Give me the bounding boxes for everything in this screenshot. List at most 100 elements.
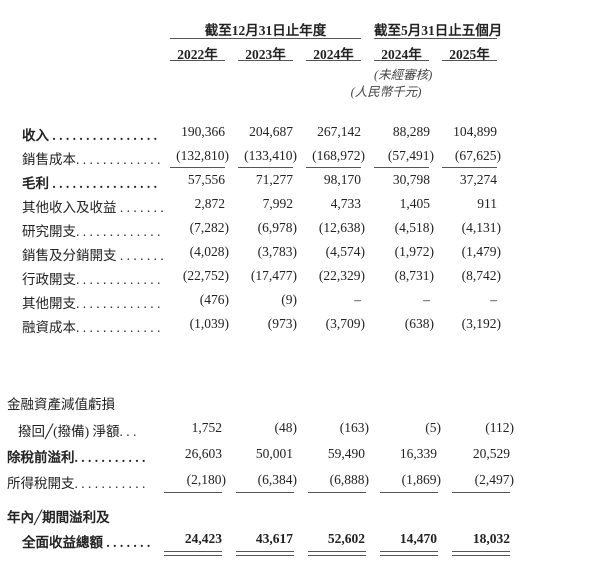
unaudited-note: (未經審核) [374,68,433,82]
cell-value: (8,742) [461,268,501,283]
cell-value: (6,888) [329,472,369,487]
year-header: 2022年 [177,47,218,62]
subtotal-line [308,492,366,493]
cell-value: (1,869) [401,472,441,487]
cell-value: 204,687 [249,124,293,139]
cell-value: (22,752) [182,268,229,283]
cell-value: 267,142 [317,124,361,139]
cell-value: (7,282) [189,220,229,235]
cell-value: 37,274 [459,172,497,187]
row-label: 融資成本. . . . . . . . . . . . . [22,320,161,335]
cell-value: (973) [267,316,297,331]
row-label: 撥回╱(撥備) 淨額. . . [18,424,137,439]
cell-value: (1,039) [189,316,229,331]
subtotal-line [452,492,510,493]
subtotal-line [238,167,293,168]
cell-value: 18,032 [472,531,510,546]
cell-value: 57,556 [187,172,225,187]
subtotal-line [374,167,429,168]
group-title-year-ended: 截至12月31日止年度 [204,23,327,38]
cell-value: (638) [404,316,434,331]
cell-value: 14,470 [399,531,437,546]
divider [170,60,225,61]
cell-value: (48) [274,420,298,435]
currency-note: (人民幣千元) [350,85,422,99]
total-double-line [308,555,366,556]
row-label: 研究開支. . . . . . . . . . . . . [22,224,161,239]
subtotal-line [306,167,361,168]
subtotal-line [442,167,497,168]
total-double-line [236,551,294,552]
cell-value: (168,972) [312,148,365,163]
cell-value: 911 [477,196,497,211]
cell-value: 190,366 [181,124,225,139]
cell-value: (57,491) [387,148,434,163]
cell-value: (4,574) [325,244,365,259]
subtotal-line [164,492,222,493]
cell-value: 52,602 [327,531,365,546]
year-header: 2024年 [381,47,422,62]
total-double-line [452,555,510,556]
row-label: 收入 . . . . . . . . . . . . . . . . [22,128,157,143]
divider [374,60,429,61]
row-label: 除稅前溢利. . . . . . . . . . . [7,450,146,465]
cell-value: – [490,292,497,307]
cell-value: 7,992 [262,196,293,211]
cell-value: (3,192) [461,316,501,331]
cell-value: (3,709) [325,316,365,331]
cell-value: (67,625) [454,148,501,163]
cell-value: 88,289 [392,124,430,139]
cell-value: (4,028) [189,244,229,259]
cell-value: (133,410) [244,148,297,163]
cell-value: – [354,292,361,307]
divider [306,60,361,61]
cell-value: (3,783) [257,244,297,259]
total-double-line [164,555,222,556]
total-double-line [452,551,510,552]
row-label: 年內╱期間溢利及 [7,510,110,525]
cell-value: 26,603 [184,446,222,461]
cell-value: 1,752 [191,420,222,435]
subtotal-line [236,492,294,493]
cell-value: (5) [425,420,441,435]
divider [374,38,497,39]
subtotal-line [170,167,225,168]
cell-value: 98,170 [323,172,361,187]
cell-value: 59,490 [327,446,365,461]
cell-value: (8,731) [394,268,434,283]
cell-value: (163) [339,420,369,435]
cell-value: 20,529 [472,446,510,461]
row-label: 金融資產減值虧損 [7,397,115,412]
row-label: 全面收益總額 . . . . . . . [22,535,151,550]
cell-value: (2,180) [186,472,226,487]
cell-value: 104,899 [453,124,497,139]
divider [170,38,361,39]
year-header: 2025年 [449,47,490,62]
year-header: 2024年 [313,47,354,62]
year-header: 2023年 [245,47,286,62]
cell-value: (132,810) [176,148,229,163]
row-label: 行政開支. . . . . . . . . . . . . [22,272,161,287]
cell-value: 1,405 [399,196,430,211]
divider [238,60,293,61]
total-double-line [236,555,294,556]
cell-value: – [423,292,430,307]
total-double-line [380,555,438,556]
cell-value: (476) [199,292,229,307]
row-label: 其他開支. . . . . . . . . . . . . [22,296,161,311]
total-double-line [380,551,438,552]
cell-value: (1,479) [461,244,501,259]
cell-value: 24,423 [184,531,222,546]
cell-value: 30,798 [392,172,430,187]
cell-value: (4,518) [394,220,434,235]
subtotal-line [380,492,438,493]
cell-value: (112) [485,420,514,435]
divider [442,60,497,61]
cell-value: 4,733 [330,196,361,211]
row-label: 銷售及分銷開支 . . . . . . . [22,248,164,263]
row-label: 銷售成本. . . . . . . . . . . . . [22,152,161,167]
cell-value: 2,872 [194,196,225,211]
row-label: 毛利 . . . . . . . . . . . . . . . . [22,176,157,191]
cell-value: 16,339 [399,446,437,461]
cell-value: (17,477) [250,268,297,283]
